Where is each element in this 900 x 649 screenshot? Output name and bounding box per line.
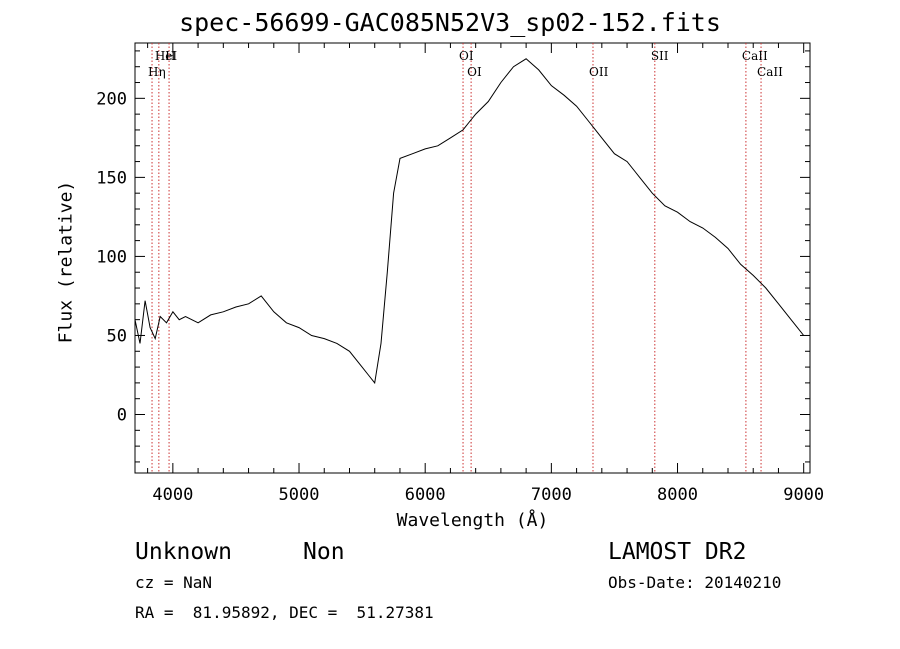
spectrum-line [134, 58, 805, 385]
line-marker-label: H [165, 49, 175, 63]
x-tick-label: 6000 [405, 485, 446, 505]
redshift-label: cz = NaN [135, 573, 213, 592]
x-tick-label: 8000 [657, 485, 698, 505]
plot-frame [134, 42, 811, 474]
y-axis-label: Flux (relative) [55, 180, 77, 344]
coordinates-label: RA = 81.95892, DEC = 51.27381 [135, 603, 434, 622]
line-marker-label: SII [651, 49, 669, 63]
line-marker-label: OII [589, 65, 609, 79]
x-tick-label: 4000 [152, 485, 193, 505]
x-tick-label: 9000 [783, 485, 824, 505]
x-axis-label: Wavelength (Å) [396, 510, 549, 531]
obs-date-label: Obs-Date: 20140210 [608, 573, 782, 592]
y-tick-label: 50 [107, 326, 127, 346]
object-class: Unknown [135, 539, 232, 565]
line-marker-label: CaII [757, 65, 783, 79]
y-tick-label: 100 [96, 247, 127, 267]
chart-title: spec-56699-GAC085N52V3_sp02-152.fits [179, 8, 721, 37]
line-marker-label: CaII [742, 49, 768, 63]
survey-label: LAMOST DR2 [608, 539, 747, 565]
line-marker-label: HeI [155, 49, 178, 63]
line-marker-label: OI [467, 65, 482, 79]
line-marker-label: OI [459, 49, 474, 63]
y-tick-label: 200 [96, 89, 127, 109]
y-tick-label: 0 [117, 406, 127, 426]
x-tick-label: 5000 [279, 485, 320, 505]
y-tick-label: 150 [96, 168, 127, 188]
x-tick-label: 7000 [531, 485, 572, 505]
line-marker-label: Hη [148, 65, 166, 79]
object-subclass: Non [303, 539, 345, 565]
